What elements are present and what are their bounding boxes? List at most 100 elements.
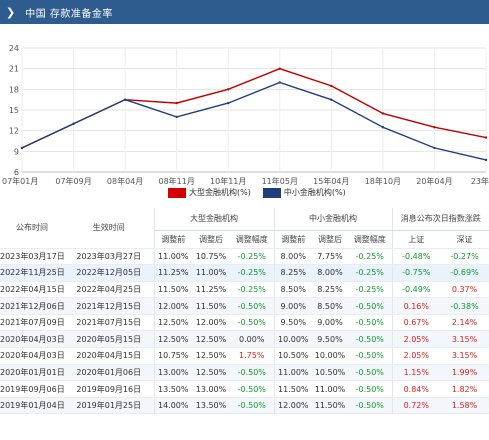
table-cell: 2020年04月03日 — [0, 347, 64, 365]
header-large-after: 调整后 — [192, 230, 230, 249]
table-cell: -0.49% — [391, 281, 441, 299]
header-announce-date: 公布时间 — [0, 208, 64, 249]
table-cell: -0.50% — [348, 364, 393, 382]
table-cell: 2.05% — [391, 330, 441, 349]
table-cell: 9.50% — [273, 314, 313, 332]
table-row[interactable]: 2020年04月03日 2020年05月15日 12.50% 12.50% 0.00% 1… — [0, 330, 489, 349]
x-tick-label: 07年09月 — [55, 176, 91, 186]
table-cell: 1.99% — [440, 364, 489, 382]
data-point — [381, 126, 385, 129]
table-cell: 1.15% — [391, 364, 441, 382]
table-body: 2023年03月17日 2023年03月27日 11.00% 10.75% -0.25%… — [0, 248, 489, 415]
table-cell: 8.25% — [273, 264, 313, 282]
table-cell: 2019年01月25日 — [64, 397, 154, 415]
data-point — [484, 136, 488, 139]
table-cell: 8.50% — [273, 281, 313, 299]
table-cell: 11.50% — [273, 380, 313, 398]
table-row[interactable]: 2019年09月06日 2019年09月16日 13.50% 13.00% -0.50%… — [0, 380, 489, 398]
table-cell: 2023年03月17日 — [0, 248, 64, 266]
data-point — [484, 158, 488, 162]
table-cell: 12.00% — [192, 314, 230, 332]
table-cell: 11.50% — [312, 397, 349, 415]
table-cell: 12.50% — [192, 330, 230, 349]
table-cell: -0.25% — [348, 281, 393, 299]
table-row[interactable]: 2021年12月06日 2021年12月15日 12.00% 11.50% -0.50%… — [0, 297, 489, 315]
table-row[interactable]: 2022年11月25日 2022年12月05日 11.25% 11.00% -0.25%… — [0, 264, 489, 282]
table-cell: 2019年01月04日 — [0, 397, 64, 415]
table-cell: -0.50% — [348, 380, 393, 398]
header-small-group: 中小金融机构 — [273, 208, 393, 231]
table-row[interactable]: 2023年03月17日 2023年03月27日 11.00% 10.75% -0.25%… — [0, 248, 489, 266]
table-cell: -0.50% — [230, 314, 275, 332]
table-cell: 2.14% — [440, 314, 489, 332]
table-cell: 11.00% — [312, 380, 349, 398]
table-cell: 0.84% — [391, 380, 441, 398]
table-cell: 11.00% — [153, 248, 192, 266]
header-large-change: 调整幅度 — [230, 230, 275, 249]
table-cell: 12.00% — [273, 397, 313, 415]
data-point — [330, 84, 333, 88]
table-cell: 3.15% — [440, 347, 489, 365]
table-cell: -0.25% — [230, 281, 275, 299]
y-tick-label: 18 — [9, 85, 19, 94]
x-tick-label: 11年05月 — [262, 176, 298, 186]
table-cell: -0.27% — [440, 248, 489, 266]
table-cell: 14.00% — [153, 397, 192, 415]
table-cell: 10.50% — [312, 364, 349, 382]
title-bar: ❯ 中国 存款准备金率 — [0, 0, 489, 24]
x-tick-label: 23年 — [471, 176, 489, 186]
data-point — [381, 112, 385, 115]
chevron-right-icon[interactable]: ❯ — [6, 5, 16, 19]
table-cell: 12.00% — [153, 297, 192, 315]
table-cell: -0.25% — [230, 248, 275, 266]
x-tick-label: 08年11月 — [158, 176, 194, 186]
table-cell: 2022年04月15日 — [0, 281, 64, 299]
table-cell: 9.00% — [312, 314, 349, 332]
table-cell: -0.25% — [348, 264, 393, 282]
table-cell: -0.50% — [348, 347, 393, 365]
header-small-change: 调整幅度 — [348, 230, 393, 249]
table-cell: 2020年01月01日 — [0, 364, 64, 382]
legend-item-small[interactable]: 中小金融机构(%) — [262, 187, 346, 198]
x-tick-label: 18年10月 — [365, 176, 401, 186]
x-tick-label: 07年01月 — [2, 176, 38, 186]
table-row[interactable]: 2020年04月03日 2020年04月15日 10.75% 12.50% 1.75% 1… — [0, 347, 489, 365]
header-index-group: 消息公布次日指数涨跌 — [391, 208, 489, 231]
header-small-before: 调整前 — [273, 230, 313, 249]
legend-label-small: 中小金融机构(%) — [283, 188, 346, 197]
table-row[interactable]: 2019年01月04日 2019年01月25日 14.00% 13.50% -0.50%… — [0, 397, 489, 415]
table-cell: 13.00% — [153, 364, 192, 382]
table-row[interactable]: 2021年07月09日 2021年07月15日 12.50% 12.00% -0.50%… — [0, 314, 489, 332]
table-cell: -0.50% — [230, 380, 275, 398]
table-cell: 1.82% — [440, 380, 489, 398]
table-cell: 2020年04月15日 — [64, 347, 154, 365]
legend-swatch-large — [168, 187, 186, 198]
x-tick-label: 15年04月 — [313, 176, 349, 186]
data-point — [227, 101, 230, 105]
table-row[interactable]: 2022年04月15日 2022年04月25日 11.50% 11.25% -0.25%… — [0, 281, 489, 299]
y-tick-label: 21 — [9, 65, 19, 74]
legend-item-large[interactable]: 大型金融机构(%) — [168, 187, 251, 198]
table-cell: 2020年01月06日 — [64, 364, 154, 382]
table-cell: -0.25% — [348, 248, 393, 266]
y-tick-label: 15 — [9, 106, 19, 115]
data-point — [278, 81, 281, 84]
table-cell: 2021年07月09日 — [0, 314, 64, 332]
table-cell: 0.67% — [391, 314, 441, 332]
table-cell: 0.00% — [230, 330, 275, 349]
table-cell: 2020年04月03日 — [0, 330, 64, 349]
table-cell: -0.50% — [348, 397, 393, 415]
table-cell: 2019年09月06日 — [0, 380, 64, 398]
data-point — [123, 98, 127, 101]
table-row[interactable]: 2020年01月01日 2020年01月06日 13.00% 12.50% -0.50%… — [0, 364, 489, 382]
y-tick-label: 24 — [9, 44, 19, 53]
table-cell: 12.50% — [153, 314, 192, 332]
series-line-small — [21, 81, 487, 161]
table-cell: 13.50% — [153, 380, 192, 398]
y-tick-label: 9 — [14, 147, 19, 156]
table-cell: -0.50% — [348, 297, 393, 315]
header-sh: 上证 — [391, 230, 441, 249]
table-cell: -0.50% — [230, 397, 275, 415]
table-cell: 12.50% — [192, 364, 230, 382]
reserve-ratio-chart: 6 9 12 15 18 21 24 07年01月 07年09月 08年04月 08年11月 10年1… — [2, 44, 489, 186]
